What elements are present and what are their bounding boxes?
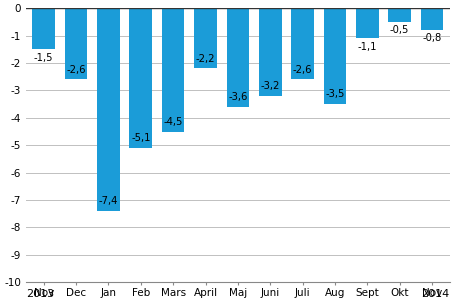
- Bar: [65, 8, 87, 79]
- Text: -2,2: -2,2: [196, 53, 215, 63]
- Text: 2013: 2013: [26, 289, 54, 299]
- Text: -5,1: -5,1: [131, 133, 151, 143]
- Text: 2014: 2014: [422, 289, 450, 299]
- Text: -3,6: -3,6: [228, 92, 247, 102]
- Bar: [227, 8, 249, 107]
- Bar: [194, 8, 217, 69]
- Bar: [291, 8, 314, 79]
- Text: -2,6: -2,6: [293, 65, 312, 75]
- Text: -2,6: -2,6: [66, 65, 86, 75]
- Text: -1,1: -1,1: [358, 42, 377, 52]
- Text: -0,5: -0,5: [390, 25, 410, 35]
- Bar: [388, 8, 411, 22]
- Bar: [97, 8, 120, 211]
- Text: -3,5: -3,5: [325, 89, 345, 99]
- Text: -7,4: -7,4: [99, 196, 118, 206]
- Bar: [32, 8, 55, 49]
- Text: -1,5: -1,5: [34, 53, 54, 63]
- Text: -0,8: -0,8: [422, 34, 442, 43]
- Bar: [324, 8, 346, 104]
- Text: -4,5: -4,5: [163, 117, 183, 127]
- Bar: [421, 8, 444, 30]
- Bar: [162, 8, 184, 131]
- Text: -3,2: -3,2: [261, 81, 280, 91]
- Bar: [129, 8, 152, 148]
- Bar: [356, 8, 379, 38]
- Bar: [259, 8, 281, 96]
